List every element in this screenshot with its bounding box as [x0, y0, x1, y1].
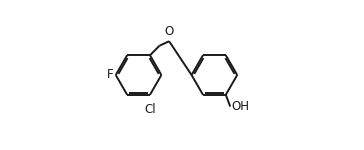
Text: F: F [107, 69, 114, 81]
Text: Cl: Cl [144, 103, 156, 116]
Text: OH: OH [232, 100, 249, 113]
Text: O: O [165, 25, 174, 38]
